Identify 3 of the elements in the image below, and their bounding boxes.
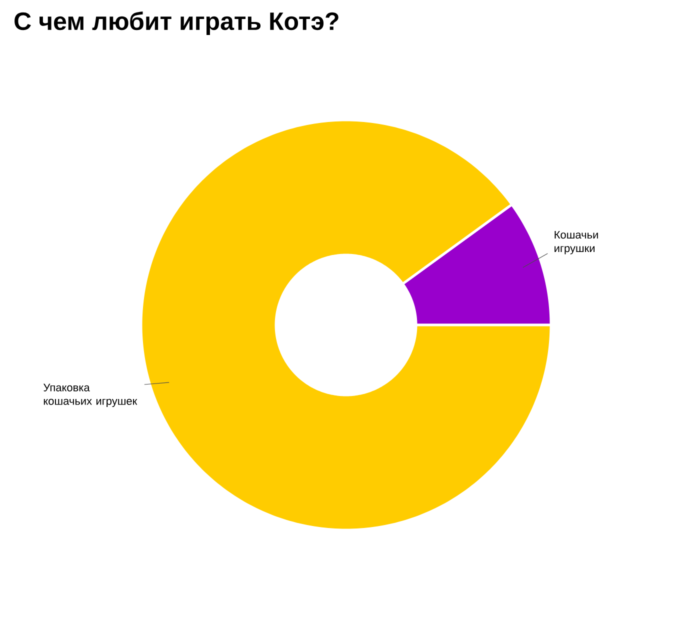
- slice-label: Кошачьи игрушки: [554, 230, 598, 254]
- slice-label: Упаковка кошачьих игрушек: [43, 384, 138, 408]
- chart-title: С чем любит играть Котэ?: [14, 12, 338, 36]
